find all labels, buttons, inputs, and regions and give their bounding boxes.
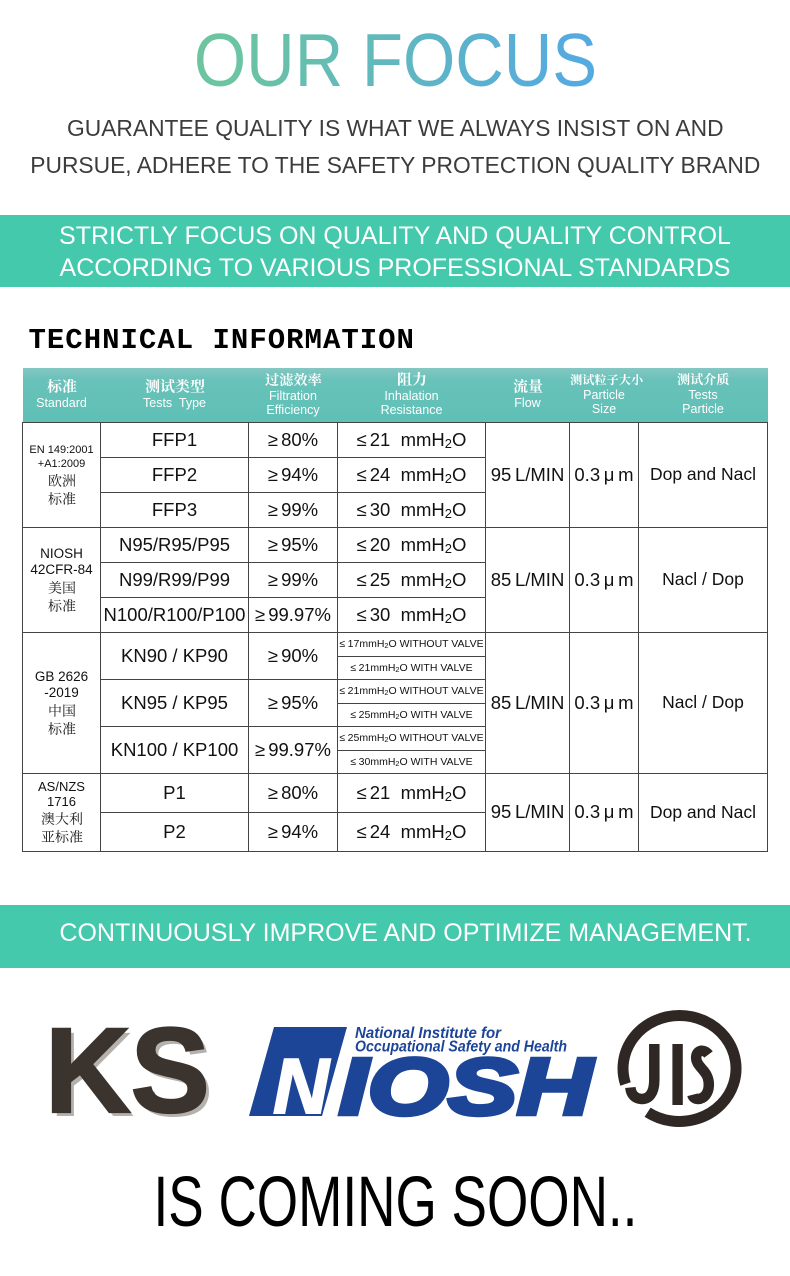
svg-text:N: N bbox=[273, 1042, 331, 1130]
svg-text:National Institute for: National Institute for bbox=[355, 1025, 502, 1042]
svg-text:IOSH: IOSH bbox=[339, 1042, 595, 1131]
svg-text:Occupational Safety and Health: Occupational Safety and Health bbox=[355, 1039, 567, 1056]
